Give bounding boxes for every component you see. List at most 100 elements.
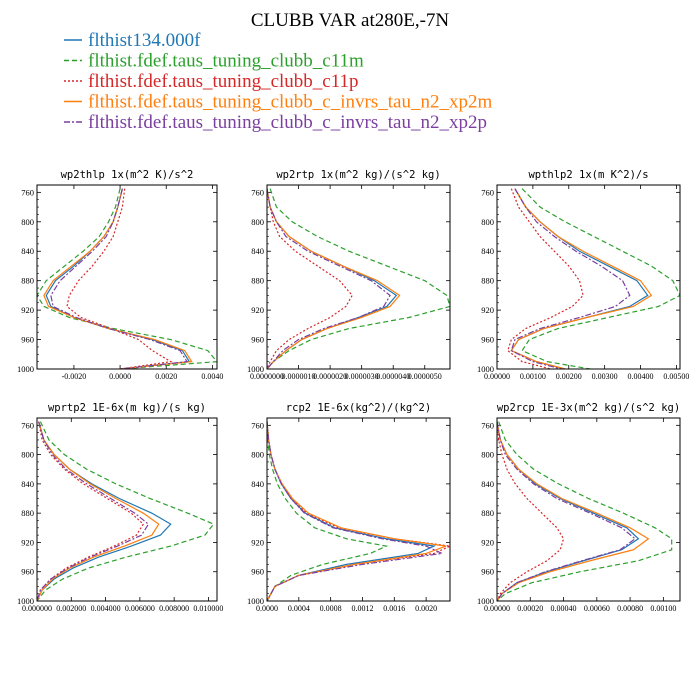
y-tick-label: 880 [481, 508, 494, 518]
x-tick-label: 0.00000 [484, 604, 510, 613]
y-tick-label: 840 [21, 479, 34, 489]
x-tick-label: 0.0016 [383, 604, 405, 613]
series-line [497, 421, 565, 601]
series-line [45, 188, 191, 369]
y-tick-label: 960 [21, 567, 34, 577]
y-tick-label: 760 [21, 420, 34, 430]
y-tick-label: 800 [251, 450, 264, 460]
y-tick-label: 880 [21, 508, 34, 518]
plot-frame [496, 184, 681, 370]
x-tick-label: 0.0000000 [250, 372, 284, 381]
series-line [497, 421, 637, 601]
x-tick-label: 0.0020 [155, 372, 177, 381]
legend-entry: flthist134.000f [88, 30, 201, 51]
series-line [267, 421, 389, 601]
series-line [267, 188, 391, 369]
series-line [507, 188, 584, 369]
chart-panel: wp2rtp 1x(m^2 kg)/(s^2 kg) 760 800 840 880 92… [247, 169, 451, 381]
series-line [267, 421, 437, 601]
y-tick-label: 920 [21, 305, 34, 315]
x-tick-label: 0.004000 [91, 604, 121, 613]
y-tick-label: 840 [251, 246, 264, 256]
x-tick-label: 0.00100 [520, 372, 546, 381]
y-tick-label: 920 [21, 537, 34, 547]
series-line [37, 421, 160, 601]
x-tick-label: 0.00060 [584, 604, 610, 613]
panel-title: wprtp2 1E-6x(m kg)/(s kg) [48, 402, 206, 414]
series-line [510, 188, 653, 369]
series-line [267, 188, 401, 369]
y-tick-label: 1000 [17, 596, 34, 606]
y-tick-label: 800 [481, 450, 494, 460]
x-tick-label: 0.00300 [592, 372, 618, 381]
y-tick-label: 1000 [477, 364, 494, 374]
x-tick-label: 0.0012 [351, 604, 373, 613]
y-tick-label: 1000 [17, 364, 34, 374]
y-tick-label: 840 [251, 479, 264, 489]
series-line [66, 188, 173, 369]
panels: wp2thlp 1x(m^2 K)/s^2 760 800 840 880 920 960 1… [17, 169, 689, 613]
series-line [510, 188, 631, 369]
x-tick-label: 0.006000 [125, 604, 155, 613]
plot-frame [496, 417, 681, 602]
panel-title: wp2rcp 1E-3x(m^2 kg)/(s^2 kg) [497, 402, 680, 414]
chart-panel: rcp2 1E-6x(kg^2)/(kg^2) 760 800 840 880 920 96… [247, 402, 451, 613]
y-tick-label: 840 [21, 246, 34, 256]
series-line [37, 188, 217, 369]
panel-title: wpthlp2 1x(m K^2)/s [528, 169, 648, 181]
x-tick-label: 0.0000 [109, 372, 131, 381]
series-line [267, 188, 353, 369]
y-tick-label: 920 [251, 537, 264, 547]
x-tick-label: 0.00040 [551, 604, 577, 613]
x-tick-label: 0.00200 [556, 372, 582, 381]
y-tick-label: 760 [481, 420, 494, 430]
panel-title: rcp2 1E-6x(kg^2)/(kg^2) [286, 402, 431, 414]
x-tick-label: 0.0004 [288, 604, 310, 613]
x-tick-label: 0.0000040 [376, 372, 410, 381]
chart-panel: wpthlp2 1x(m K^2)/s 760 800 840 880 920 960 100… [477, 169, 689, 381]
legend-entry: flthist.fdef.taus_tuning_clubb_c_invrs_t… [88, 112, 487, 133]
x-tick-label: 0.00500 [663, 372, 689, 381]
y-tick-label: 960 [481, 335, 494, 345]
x-tick-label: 0.0000 [256, 604, 278, 613]
x-tick-label: 0.008000 [159, 604, 189, 613]
y-tick-label: 1000 [477, 596, 494, 606]
y-tick-label: 800 [251, 217, 264, 227]
chart-panel: wprtp2 1E-6x(m kg)/(s kg) 760 800 840 880 920… [17, 402, 223, 613]
legend-entry: flthist.fdef.taus_tuning_clubb_c11p [88, 71, 359, 92]
y-tick-label: 1000 [247, 596, 264, 606]
series-line [267, 188, 450, 369]
series-line [497, 421, 640, 601]
series-line [37, 421, 215, 601]
y-tick-label: 760 [251, 187, 264, 197]
legend: flthist134.000fflthist.fdef.taus_tuning_… [64, 30, 492, 133]
x-tick-label: 0.00400 [628, 372, 654, 381]
y-tick-label: 960 [251, 567, 264, 577]
panel-title: wp2rtp 1x(m^2 kg)/(s^2 kg) [276, 169, 440, 181]
series-line [43, 188, 193, 369]
legend-entry: flthist.fdef.taus_tuning_clubb_c11m [88, 51, 364, 72]
y-tick-label: 880 [251, 276, 264, 286]
x-tick-label: 0.0020 [415, 604, 437, 613]
series-line [267, 421, 445, 601]
x-tick-label: 0.0040 [201, 372, 223, 381]
chart-panel: wp2rcp 1E-3x(m^2 kg)/(s^2 kg)760 800 840 88… [477, 402, 681, 613]
x-tick-label: 0.00080 [617, 604, 643, 613]
series-line [37, 421, 145, 601]
series-line [50, 188, 189, 369]
legend-entry: flthist.fdef.taus_tuning_clubb_c_invrs_t… [88, 92, 492, 113]
x-tick-label: 0.0000030 [345, 372, 379, 381]
series-line [497, 421, 650, 601]
y-tick-label: 840 [481, 246, 494, 256]
x-tick-label: 0.0000010 [282, 372, 316, 381]
y-tick-label: 760 [21, 187, 34, 197]
y-tick-label: 760 [251, 420, 264, 430]
chart-panel: wp2thlp 1x(m^2 K)/s^2 760 800 840 880 920 960 1… [17, 169, 223, 381]
x-tick-label: 0.0008 [320, 604, 342, 613]
x-tick-label: 0.00000 [484, 372, 510, 381]
y-tick-label: 1000 [247, 364, 264, 374]
y-tick-label: 880 [251, 508, 264, 518]
x-tick-label: 0.0000050 [408, 372, 442, 381]
plot-frame [266, 184, 451, 370]
